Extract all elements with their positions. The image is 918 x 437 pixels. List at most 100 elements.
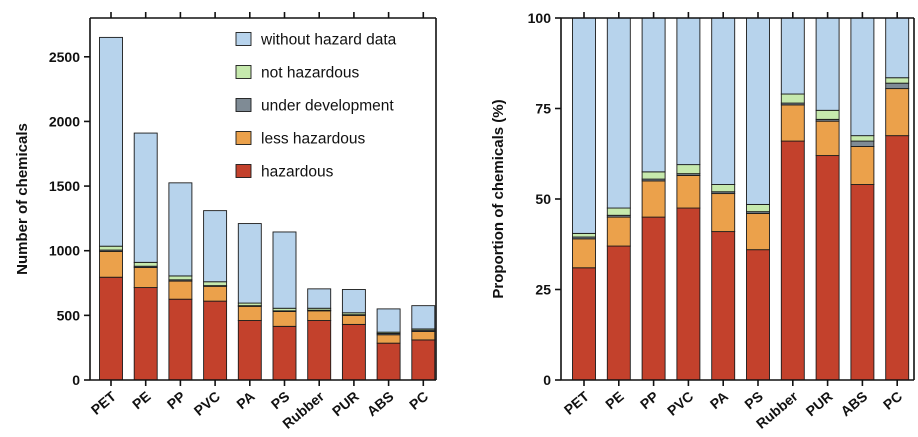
y-tick-label: 2000 xyxy=(49,113,80,129)
legend-label: under development xyxy=(261,98,394,115)
bar-segment-without-hazard-data-pur xyxy=(341,289,366,314)
bar-segment-without-hazard-data-pc xyxy=(411,305,436,330)
x-tick-label: PUR xyxy=(329,388,362,419)
y-tick-label: 1000 xyxy=(49,243,80,259)
bar-segment-hazardous-pe xyxy=(606,245,631,381)
bar-segment-hazardous-rubber xyxy=(307,320,332,381)
bar-segment-not-hazardous-pa xyxy=(711,184,736,193)
bar-segment-hazardous-pe xyxy=(133,287,158,381)
bar-segment-without-hazard-data-ps xyxy=(746,17,770,205)
x-tick-label: PE xyxy=(602,388,627,412)
x-tick-label: PVC xyxy=(664,388,696,419)
bar-segment-without-hazard-data-pvc xyxy=(203,210,228,283)
bar-segment-less-hazardous-pc xyxy=(885,88,910,137)
bar-segment-hazardous-pa xyxy=(237,320,262,381)
bar-segment-without-hazard-data-rubber xyxy=(307,288,332,309)
bar-segment-hazardous-ps xyxy=(746,249,770,381)
legend: without hazard data not hazardous under de… xyxy=(235,32,397,181)
x-tick-label: PP xyxy=(164,388,189,412)
bar-segment-not-hazardous-pet xyxy=(572,232,596,238)
x-tick-label: PET xyxy=(561,388,592,418)
bar-segment-not-hazardous-pp xyxy=(168,275,193,281)
bar-segment-not-hazardous-rubber xyxy=(780,93,805,104)
bar-segment-not-hazardous-pet xyxy=(99,245,123,251)
bar-segment-without-hazard-data-pp xyxy=(641,17,666,173)
bar-segment-without-hazard-data-pvc xyxy=(676,17,701,166)
bars-group xyxy=(99,36,436,381)
bar-segment-less-hazardous-pc xyxy=(411,331,436,341)
y-tick-label: 100 xyxy=(528,10,552,26)
legend-swatch xyxy=(235,98,252,112)
bar-segment-less-hazardous-pe xyxy=(606,216,631,247)
y-tick-label: 50 xyxy=(535,191,551,207)
x-tick-label: ABS xyxy=(364,388,397,419)
bar-segment-less-hazardous-ps xyxy=(746,213,770,251)
bar-segment-less-hazardous-pa xyxy=(237,305,262,321)
bar-segment-less-hazardous-pur xyxy=(341,314,366,325)
bar-segment-less-hazardous-abs xyxy=(376,334,401,344)
bar-segment-hazardous-rubber xyxy=(780,140,805,381)
bar-segment-without-hazard-data-abs xyxy=(376,308,401,333)
bar-segment-less-hazardous-pp xyxy=(168,280,193,300)
bar-segment-without-hazard-data-pa xyxy=(711,17,736,185)
bar-segment-less-hazardous-ps xyxy=(272,311,297,327)
bar-segment-less-hazardous-rubber xyxy=(780,104,805,142)
bar-segment-without-hazard-data-pp xyxy=(168,182,193,277)
bar-segment-without-hazard-data-pet xyxy=(99,36,123,247)
x-tick-label: PP xyxy=(637,388,662,412)
legend-swatch xyxy=(235,131,252,145)
bar-segment-hazardous-pc xyxy=(411,339,436,381)
bar-segment-less-hazardous-pet xyxy=(572,238,596,269)
bar-segment-hazardous-pur xyxy=(341,323,366,381)
legend-label: hazardous xyxy=(261,164,334,181)
bar-segment-without-hazard-data-abs xyxy=(850,17,875,137)
y-tick-label: 1500 xyxy=(49,178,80,194)
bar-segment-not-hazardous-pur xyxy=(815,109,840,120)
bar-segment-not-hazardous-pvc xyxy=(203,281,228,287)
bar-segment-not-hazardous-pc xyxy=(885,77,910,84)
bar-segment-less-hazardous-pe xyxy=(133,267,158,289)
bar-segment-hazardous-pp xyxy=(168,298,193,381)
bar-segment-less-hazardous-pet xyxy=(99,250,123,278)
bar-segment-without-hazard-data-rubber xyxy=(780,17,805,95)
y-axis-label: Number of chemicals xyxy=(14,123,31,275)
x-tick-label: PA xyxy=(707,388,731,412)
bar-segment-without-hazard-data-pa xyxy=(237,223,262,304)
bar-segment-hazardous-pet xyxy=(99,276,123,381)
legend-label: without hazard data xyxy=(260,32,397,49)
bar-segment-hazardous-pet xyxy=(572,267,596,381)
bar-segment-less-hazardous-pa xyxy=(711,193,736,233)
bar-segment-hazardous-pur xyxy=(815,155,840,381)
bar-segment-not-hazardous-pp xyxy=(641,171,666,180)
bar-segment-without-hazard-data-pc xyxy=(885,17,910,79)
y-tick-label: 2500 xyxy=(49,49,80,65)
bar-segment-without-hazard-data-pur xyxy=(815,17,840,111)
bar-segment-less-hazardous-abs xyxy=(850,146,875,185)
bar-segment-hazardous-ps xyxy=(272,325,297,381)
bar-segment-not-hazardous-pe xyxy=(606,207,631,216)
y-tick-label: 0 xyxy=(72,372,80,388)
y-tick-label: 0 xyxy=(543,372,551,388)
legend-label: less hazardous xyxy=(261,131,366,148)
bar-segment-without-hazard-data-pe xyxy=(133,132,158,263)
bar-segment-not-hazardous-pvc xyxy=(676,164,701,175)
bar-segment-hazardous-abs xyxy=(850,184,875,381)
x-tick-label: ABS xyxy=(837,388,870,419)
bar-segment-without-hazard-data-ps xyxy=(272,231,297,309)
x-tick-label: PVC xyxy=(191,388,223,419)
bars-group xyxy=(572,17,910,381)
x-tick-label: PE xyxy=(129,388,154,412)
x-tick-label: PET xyxy=(88,388,119,418)
legend-swatch xyxy=(235,65,252,79)
bar-segment-under-development-abs xyxy=(850,140,875,147)
bar-segment-hazardous-pvc xyxy=(203,300,228,381)
bar-segment-less-hazardous-rubber xyxy=(307,310,332,321)
y-axis-label: Proportion of chemicals (%) xyxy=(490,99,507,298)
bar-segment-without-hazard-data-pe xyxy=(606,17,631,209)
y-tick-label: 500 xyxy=(57,307,81,323)
legend-label: not hazardous xyxy=(261,65,359,82)
